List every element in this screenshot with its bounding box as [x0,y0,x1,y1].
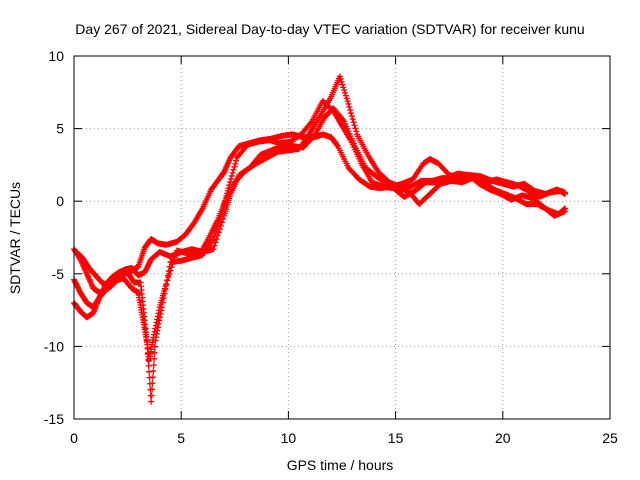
data-point [348,113,355,120]
data-point [148,392,155,399]
data-point [227,179,234,186]
data-point [344,98,351,105]
data-point [348,110,355,117]
data-point [210,246,217,253]
x-axis-label: GPS time / hours [287,457,394,473]
data-point [228,172,235,179]
series-track-4 [71,105,568,321]
data-point [145,362,152,369]
data-point [212,239,219,246]
data-point [150,368,157,375]
data-point [350,119,357,126]
data-point [349,116,356,123]
data-point [220,216,227,223]
data-point [342,92,349,99]
data-point [229,169,236,176]
x-tick-label: 5 [177,430,185,446]
data-point [343,95,350,102]
data-point [165,268,172,275]
data-point [149,386,156,393]
data-point [214,232,221,239]
data-point [307,119,314,126]
data-point [561,190,568,197]
data-point [232,160,239,167]
data-point [352,125,359,132]
data-point [341,87,348,94]
data-point [351,122,358,129]
data-point [151,355,158,362]
data-point [149,374,156,381]
data-point [217,222,224,229]
data-point [151,349,158,356]
data-point [160,295,167,302]
data-point [339,81,346,88]
data-point [213,236,220,243]
data-point [231,163,238,170]
data-point [163,281,170,288]
data-point [218,219,225,226]
y-tick-label: 5 [56,121,64,137]
data-point [144,344,151,351]
y-tick-label: -15 [44,411,64,427]
data-points-layer [71,73,568,405]
data-point [346,103,353,110]
data-point [144,350,151,357]
y-axis-label: SDTVAR / TECUs [7,182,23,294]
data-point [164,277,171,284]
y-tick-label: 10 [48,48,64,64]
data-point [561,205,568,212]
data-point [149,380,156,387]
data-point [340,84,347,91]
data-point [152,343,159,350]
data-point [345,100,352,107]
data-point [161,290,168,297]
tick-labels-layer: 0 5 10 15 20 25 -15 -10 -5 0 5 10 [44,48,618,446]
x-tick-label: 10 [281,430,297,446]
data-point [340,117,347,124]
data-point [146,368,153,375]
x-tick-label: 15 [388,430,404,446]
data-point [159,299,166,306]
data-point [158,304,165,311]
data-point [337,76,344,83]
data-point [164,272,171,279]
data-point [310,134,317,141]
data-point [162,286,169,293]
plot-frame [73,55,611,420]
tick-marks-layer [73,55,611,420]
data-point [227,175,234,182]
data-point [338,78,345,85]
y-tick-label: 0 [56,193,64,209]
data-point [211,242,218,249]
data-point [353,128,360,135]
data-point [215,229,222,236]
x-tick-label: 0 [70,430,78,446]
data-point [226,182,233,189]
data-point [233,157,240,164]
series-track-2 [73,73,568,364]
data-point [347,107,354,114]
data-point [150,361,157,368]
data-point [145,356,152,363]
x-tick-label: 25 [602,430,618,446]
data-point [143,339,150,346]
data-point [342,89,349,96]
data-point [148,398,155,405]
chart-title: Day 267 of 2021, Sidereal Day-to-day VTE… [75,21,584,37]
data-point [216,226,223,233]
y-tick-label: -10 [44,338,64,354]
data-point [166,263,173,270]
data-point [336,73,343,80]
y-tick-label: -5 [52,266,65,282]
x-tick-label: 20 [495,430,511,446]
data-point [230,166,237,173]
